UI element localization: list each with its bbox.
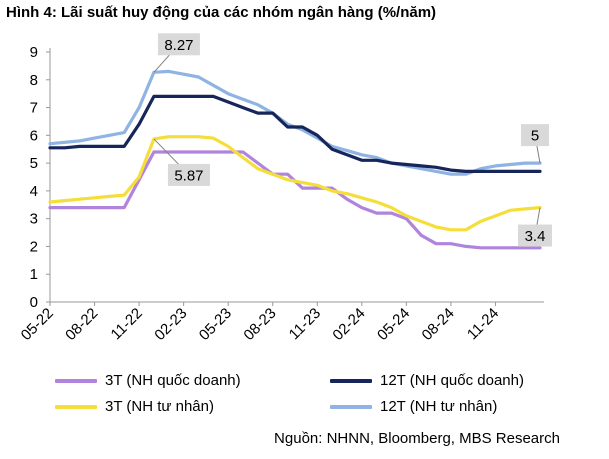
y-tick-label: 0 xyxy=(30,294,38,311)
x-tick-label: 11-22 xyxy=(108,305,146,343)
x-tick-label: 05-23 xyxy=(196,305,235,344)
x-tick-label: 08-23 xyxy=(240,305,279,344)
callout-3-4-box xyxy=(518,224,552,247)
callout-8-27-label: 8.27 xyxy=(164,37,193,54)
y-tick-label: 5 xyxy=(30,155,38,172)
x-tick-label: 05-24 xyxy=(374,305,413,344)
series-line-12t-state xyxy=(48,94,542,173)
y-tick-label: 7 xyxy=(30,100,38,117)
series-line-12t-private xyxy=(48,69,542,176)
x-tick-label: 11-24 xyxy=(464,305,502,343)
callout-5-label: 5 xyxy=(531,128,539,145)
callout-5-87-box xyxy=(167,163,210,186)
x-tick-label: 02-24 xyxy=(329,305,368,344)
chart-title: Hình 4: Lãi suất huy động của các nhóm n… xyxy=(6,4,437,21)
series-line-3t-private xyxy=(48,135,542,232)
callout-5-box xyxy=(521,124,549,147)
y-tick-label: 2 xyxy=(30,238,38,255)
y-tick-label: 4 xyxy=(30,183,38,200)
callout-8-27-box xyxy=(157,33,200,56)
x-tick-label: 02-23 xyxy=(151,305,190,344)
source-note: Nguồn: NHNN, Bloomberg, MBS Research xyxy=(274,430,560,447)
series-line-3t-state xyxy=(48,150,542,250)
callout-3-4-label: 3.4 xyxy=(525,228,546,245)
x-tick-label: 08-22 xyxy=(62,305,101,344)
y-tick-label: 6 xyxy=(30,127,38,144)
x-tick-label: 11-23 xyxy=(286,305,324,343)
callout-5-87-label: 5.87 xyxy=(174,167,203,184)
y-tick-label: 8 xyxy=(30,72,38,89)
x-tick-label: 08-24 xyxy=(419,305,458,344)
y-tick-label: 9 xyxy=(30,44,38,61)
y-tick-label: 3 xyxy=(30,211,38,228)
y-tick-label: 1 xyxy=(30,266,38,283)
